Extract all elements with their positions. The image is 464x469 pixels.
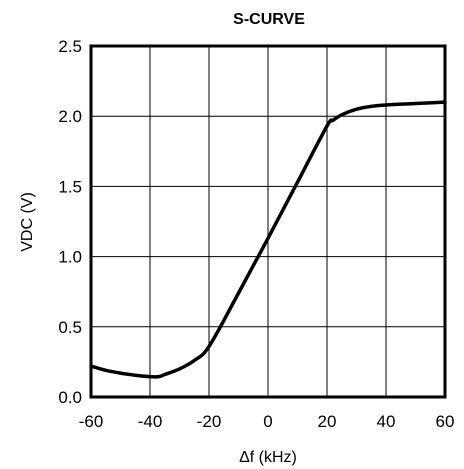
x-axis-label: Δf (kHz): [239, 449, 297, 466]
y-tick-label: 2.0: [58, 107, 82, 126]
y-tick-label: 1.0: [58, 248, 82, 267]
y-tick-label: 0.0: [58, 388, 82, 407]
y-axis-label: VDC (V): [19, 192, 36, 252]
x-tick-label: -20: [197, 412, 222, 431]
y-tick-label: 1.5: [58, 177, 82, 196]
x-tick-label: 40: [377, 412, 396, 431]
y-tick-label: 0.5: [58, 318, 82, 337]
curve-layer: [89, 100, 447, 379]
x-tick-label: -60: [79, 412, 104, 431]
x-tick-label: 20: [318, 412, 337, 431]
x-tick-labels: -60 -40 -20 0 20 40 60: [79, 412, 455, 431]
x-tick-label: 60: [436, 412, 455, 431]
grid: [91, 46, 445, 397]
y-tick-label: 2.5: [58, 37, 82, 56]
plot-frame: [89, 44, 447, 399]
x-tick-label: 0: [263, 412, 272, 431]
chart-title: S-CURVE: [233, 11, 305, 28]
s-curve-line: [89, 100, 447, 379]
y-tick-labels: 0.0 0.5 1.0 1.5 2.0 2.5: [58, 37, 82, 407]
x-tick-label: -40: [138, 412, 163, 431]
